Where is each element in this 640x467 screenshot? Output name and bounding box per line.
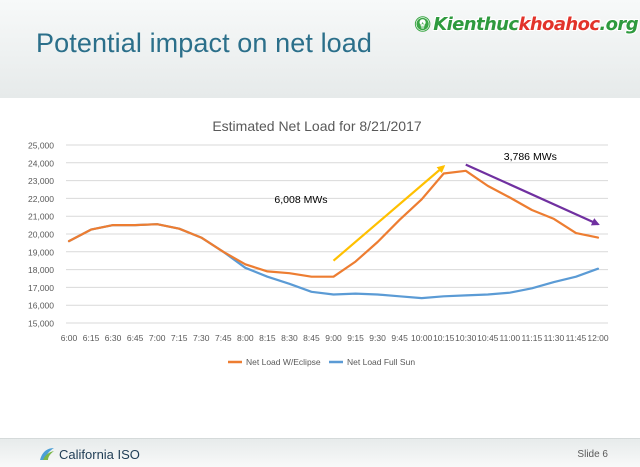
california-iso-logo-icon: [40, 448, 54, 460]
x-tick-label: 8:45: [303, 333, 320, 343]
x-tick-label: 7:00: [149, 333, 166, 343]
y-tick-label: 15,000: [28, 319, 54, 329]
x-tick-label: 7:45: [215, 333, 232, 343]
x-tick-label: 11:30: [544, 333, 565, 343]
x-tick-label: 11:45: [566, 333, 587, 343]
x-tick-label: 7:30: [193, 333, 210, 343]
lightbulb-logo-icon: [414, 16, 431, 32]
x-tick-label: 10:15: [433, 333, 455, 343]
x-tick-label: 8:00: [237, 333, 254, 343]
y-tick-label: 22,000: [28, 194, 54, 204]
y-tick-label: 25,000: [28, 141, 54, 151]
x-tick-label: 9:15: [347, 333, 364, 343]
footer-bar: [0, 438, 640, 467]
y-tick-label: 19,000: [28, 247, 54, 257]
y-tick-label: 17,000: [28, 283, 54, 293]
x-tick-label: 7:15: [171, 333, 188, 343]
x-tick-label: 9:30: [369, 333, 386, 343]
slide-title: Potential impact on net load: [36, 28, 373, 58]
x-tick-label: 6:00: [61, 333, 78, 343]
y-tick-label: 21,000: [28, 212, 54, 222]
x-tick-label: 6:15: [83, 333, 100, 343]
y-tick-label: 18,000: [28, 265, 54, 275]
chart-title: Estimated Net Load for 8/21/2017: [212, 118, 422, 134]
watermark-text: Kienthuckhoahoc.org: [433, 13, 638, 35]
x-tick-label: 8:30: [281, 333, 298, 343]
annotation-arrow: [332, 165, 446, 262]
chart-series: [67, 169, 600, 300]
y-tick-label: 23,000: [28, 176, 54, 186]
y-axis-labels: 15,000 16,000 17,000 18,000 19,000 20,000 21,0…: [28, 141, 54, 329]
x-axis-labels: 6:00 6:15 6:30 6:45 7:00 7:15 7:30 7:45 8:00 8:15…: [61, 333, 609, 343]
y-tick-label: 16,000: [28, 301, 54, 311]
net-load-chart: Estimated Net Load for 8/21/2017 15,0001…: [28, 118, 609, 367]
footer-logo: California ISO: [38, 446, 140, 462]
x-tick-label: 8:15: [259, 333, 276, 343]
x-tick-label: 11:00: [500, 333, 521, 343]
annotation-arrow: [465, 163, 600, 226]
chart-gridlines: [66, 144, 608, 324]
x-tick-label: 9:00: [325, 333, 342, 343]
legend-label: Net Load Full Sun: [347, 357, 415, 367]
x-tick-label: 6:30: [105, 333, 122, 343]
annotation-label: 6,008 MWs: [274, 194, 327, 206]
x-tick-label: 6:45: [127, 333, 144, 343]
x-tick-label: 12:00: [587, 333, 609, 343]
x-tick-label: 10:00: [411, 333, 433, 343]
x-tick-label: 9:45: [391, 333, 408, 343]
legend-label: Net Load W/Eclipse: [246, 357, 321, 367]
watermark: Kienthuckhoahoc.org: [414, 2, 639, 46]
series-line: [67, 169, 600, 278]
x-tick-label: 10:45: [477, 333, 499, 343]
y-tick-label: 24,000: [28, 158, 54, 168]
chart-legend: Net Load W/Eclipse Net Load Full Sun: [228, 357, 415, 367]
annotation-label: 3,786 MWs: [504, 151, 557, 163]
slide-number: Slide 6: [577, 449, 608, 460]
x-tick-label: 10:30: [455, 333, 477, 343]
footer-logo-text: California ISO: [59, 446, 140, 462]
y-tick-label: 20,000: [28, 230, 54, 240]
title-band: [0, 0, 640, 98]
x-tick-label: 11:15: [522, 333, 543, 343]
chart-annotations: 6,008 MWs 3,786 MWs: [274, 151, 600, 262]
